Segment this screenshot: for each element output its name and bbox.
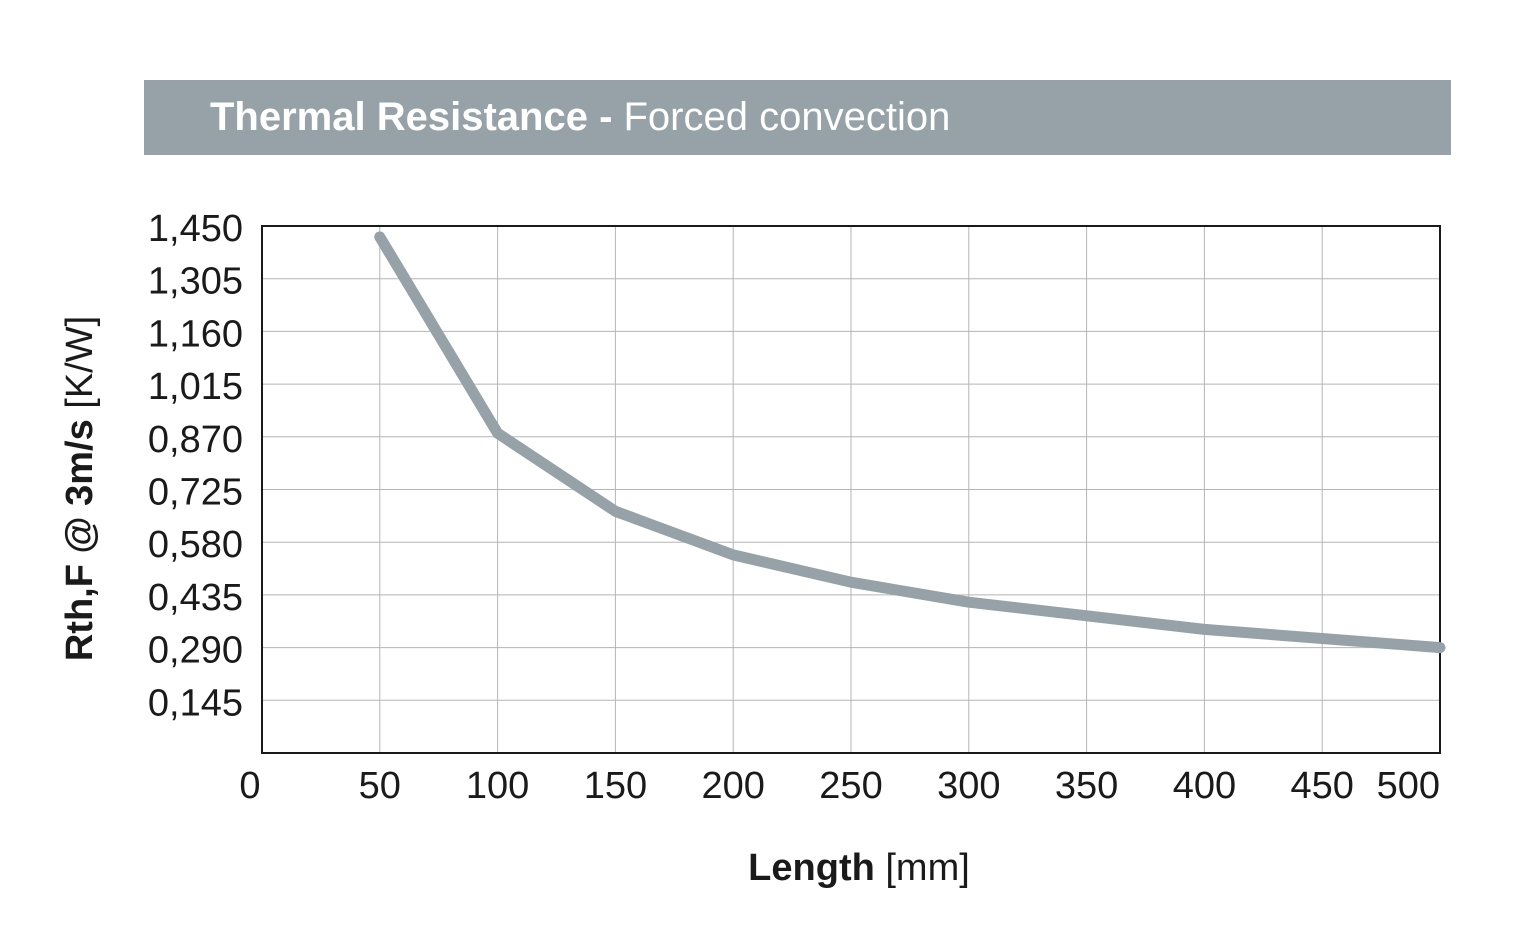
- x-tick-label: 50: [359, 765, 401, 807]
- y-axis-title-space: [59, 409, 101, 420]
- y-tick-label: 1,305: [148, 261, 243, 303]
- chart-title-bar: Thermal Resistance - Forced convection: [144, 80, 1451, 155]
- x-tick-label: 400: [1173, 765, 1236, 807]
- x-axis-title: Length [mm]: [748, 847, 970, 889]
- chart-title-bold: Thermal Resistance: [210, 95, 588, 139]
- x-tick-label: 450: [1290, 765, 1353, 807]
- y-tick-label: 0,725: [148, 472, 243, 514]
- y-tick-label: 1,160: [148, 313, 243, 355]
- x-tick-label: 100: [466, 765, 529, 807]
- x-tick-label: 200: [701, 765, 764, 807]
- y-axis-title-unit: [K/W]: [59, 316, 101, 409]
- y-tick-labels: 0,145 0,290 0,435 0,580 0,725 0,870 1,015 1,160…: [148, 208, 243, 724]
- y-tick-label: 1,015: [148, 366, 243, 408]
- x-tick-labels: 0 50 100 150 200 250 300 350 400 450 500: [239, 765, 1440, 807]
- x-axis-title-unit: [mm]: [885, 847, 969, 889]
- x-tick-label: 250: [819, 765, 882, 807]
- chart-title-separator: -: [587, 95, 624, 139]
- y-tick-label: 0,870: [148, 419, 243, 461]
- y-tick-label: 1,450: [148, 208, 243, 250]
- y-tick-label: 0,435: [148, 577, 243, 619]
- x-tick-label: 300: [937, 765, 1000, 807]
- x-tick-label: 500: [1377, 765, 1440, 807]
- x-tick-label: 350: [1055, 765, 1118, 807]
- y-tick-label: 0,580: [148, 524, 243, 566]
- x-tick-label: 150: [584, 765, 647, 807]
- y-axis-title: Rth,F @ 3m/s [K/W]: [59, 316, 101, 661]
- x-axis-title-space: [875, 847, 886, 889]
- y-tick-label: 0,290: [148, 630, 243, 672]
- plot-frame: [261, 225, 1441, 754]
- chart-title: Thermal Resistance - Forced convection: [210, 95, 950, 140]
- series-line: [374, 231, 1446, 654]
- y-tick-label: 0,145: [148, 682, 243, 724]
- x-tick-label: 0: [239, 765, 260, 807]
- series-layer: [374, 231, 1446, 654]
- x-axis-title-bold: Length: [748, 847, 875, 889]
- y-axis-title-bold: Rth,F @ 3m/s: [59, 419, 101, 661]
- grid-layer: [262, 226, 1440, 753]
- chart-title-subtitle: Forced convection: [623, 95, 951, 139]
